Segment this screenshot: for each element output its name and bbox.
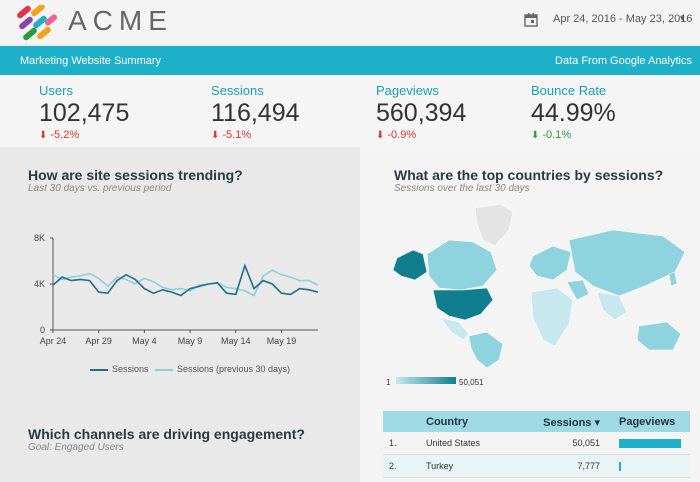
acme-logo	[17, 5, 58, 41]
row-sessions: 50,051	[572, 438, 600, 448]
map-asia	[568, 229, 686, 297]
left-panel	[0, 147, 360, 482]
kpi-delta: ⬇ -0.1%	[531, 129, 572, 141]
sessions-line-chart: 0 4K 8K Apr 24 Apr 29 May 4 May 9 May 14 May 19	[34, 233, 319, 346]
top-bar: ACME Apr 24, 2016 - May 23, 2016 ▾	[0, 0, 700, 44]
x-tick-label: Apr 24	[40, 336, 67, 346]
trend-title: How are site sessions trending?	[28, 167, 243, 183]
header-sessions[interactable]: Sessions ▾	[543, 417, 600, 429]
kpi-value: 560,394	[376, 99, 467, 127]
kpi-label: Bounce Rate	[531, 83, 607, 98]
kpi-delta: ⬇ -0.9%	[376, 129, 417, 141]
map-middle-east	[566, 279, 590, 301]
map-europe	[528, 245, 572, 281]
kpi-sessions: Sessions 116,494 ⬇ -5.1%	[211, 83, 300, 141]
channels-subtitle: Goal: Engaged Users	[28, 442, 124, 453]
pageviews-bar	[619, 439, 681, 448]
arrow-down-icon: ⬇	[211, 130, 220, 141]
map-south-america	[468, 331, 504, 368]
y-tick-label: 4K	[34, 279, 45, 289]
previous-sessions-line	[52, 269, 319, 297]
trend-subtitle: Last 30 days vs. previous period	[28, 183, 172, 194]
map-south-asia	[596, 291, 628, 321]
kpi-value: 116,494	[211, 99, 300, 127]
kpi-pageviews: Pageviews 560,394 ⬇ -0.9%	[376, 83, 466, 141]
sessions-line	[52, 263, 319, 297]
row-sessions: 7,777	[577, 461, 600, 471]
scale-min: 1	[386, 378, 391, 387]
chevron-down-icon[interactable]: ▾	[680, 13, 685, 23]
row-index: 1.	[389, 438, 397, 448]
table-row[interactable]: 1. United States 50,051	[383, 432, 690, 455]
arrow-down-icon: ⬇	[376, 130, 385, 141]
legend-swatch	[90, 368, 108, 371]
legend-swatch	[155, 368, 173, 371]
kpi-bounce-rate: Bounce Rate 44.99% ⬇ -0.1%	[531, 83, 616, 141]
header-pageviews[interactable]: Pageviews	[619, 416, 676, 428]
brand-name: ACME	[68, 5, 173, 36]
legend-sessions: Sessions	[90, 364, 149, 374]
table-header: Country Sessions ▾ Pageviews	[383, 411, 690, 432]
kpi-row: Users 102,475 ⬇ -5.2% Sessions 116,494 ⬇ -…	[0, 75, 700, 147]
row-index: 2.	[389, 461, 397, 471]
color-scale	[396, 377, 456, 384]
map-mexico	[440, 317, 470, 341]
arrow-down-icon: ⬇	[531, 130, 540, 141]
report-title: Marketing Website Summary	[20, 55, 162, 67]
x-tick-label: Apr 29	[85, 336, 112, 346]
map-australia	[636, 321, 682, 351]
kpi-label: Pageviews	[376, 83, 439, 98]
world-map[interactable]	[383, 200, 690, 368]
data-source: Data From Google Analytics	[555, 55, 692, 67]
countries-title: What are the top countries by sessions?	[394, 167, 664, 183]
channels-title: Which channels are driving engagement?	[28, 426, 305, 442]
kpi-value: 44.99%	[531, 99, 616, 127]
kpi-users: Users 102,475 ⬇ -5.2%	[39, 83, 129, 141]
y-tick-label: 8K	[34, 233, 45, 243]
kpi-delta: ⬇ -5.1%	[211, 129, 252, 141]
legend-previous: Sessions (previous 30 days)	[155, 364, 290, 374]
x-tick-label: May 19	[267, 336, 297, 346]
kpi-label: Users	[39, 83, 73, 98]
y-tick-label: 0	[40, 325, 45, 335]
map-japan	[668, 271, 678, 287]
arrow-down-icon: ⬇	[39, 130, 48, 141]
kpi-delta: ⬇ -5.2%	[39, 129, 80, 141]
map-alaska	[392, 249, 428, 281]
kpi-label: Sessions	[211, 83, 264, 98]
row-country: United States	[426, 438, 481, 448]
header-country[interactable]: Country	[426, 416, 469, 428]
scale-max: 50,051	[459, 378, 484, 387]
x-tick-label: May 9	[178, 336, 203, 346]
kpi-value: 102,475	[39, 99, 130, 127]
x-tick-label: May 4	[132, 336, 157, 346]
x-tick-label: May 14	[221, 336, 251, 346]
map-africa	[530, 287, 574, 347]
countries-subtitle: Sessions over the last 30 days	[394, 183, 530, 194]
pageviews-bar	[619, 462, 622, 471]
map-canada	[426, 239, 498, 291]
row-country: Turkey	[426, 461, 454, 471]
report-header-bar: Marketing Website Summary Data From Goog…	[0, 46, 700, 75]
map-usa	[432, 287, 494, 321]
table-row[interactable]: 2. Turkey 7,777	[383, 455, 690, 478]
map-greenland	[474, 203, 514, 247]
countries-table: Country Sessions ▾ Pageviews 1. United S…	[383, 411, 690, 478]
date-range-picker[interactable]: Apr 24, 2016 - May 23, 2016	[553, 13, 693, 25]
calendar-icon[interactable]	[524, 13, 538, 27]
